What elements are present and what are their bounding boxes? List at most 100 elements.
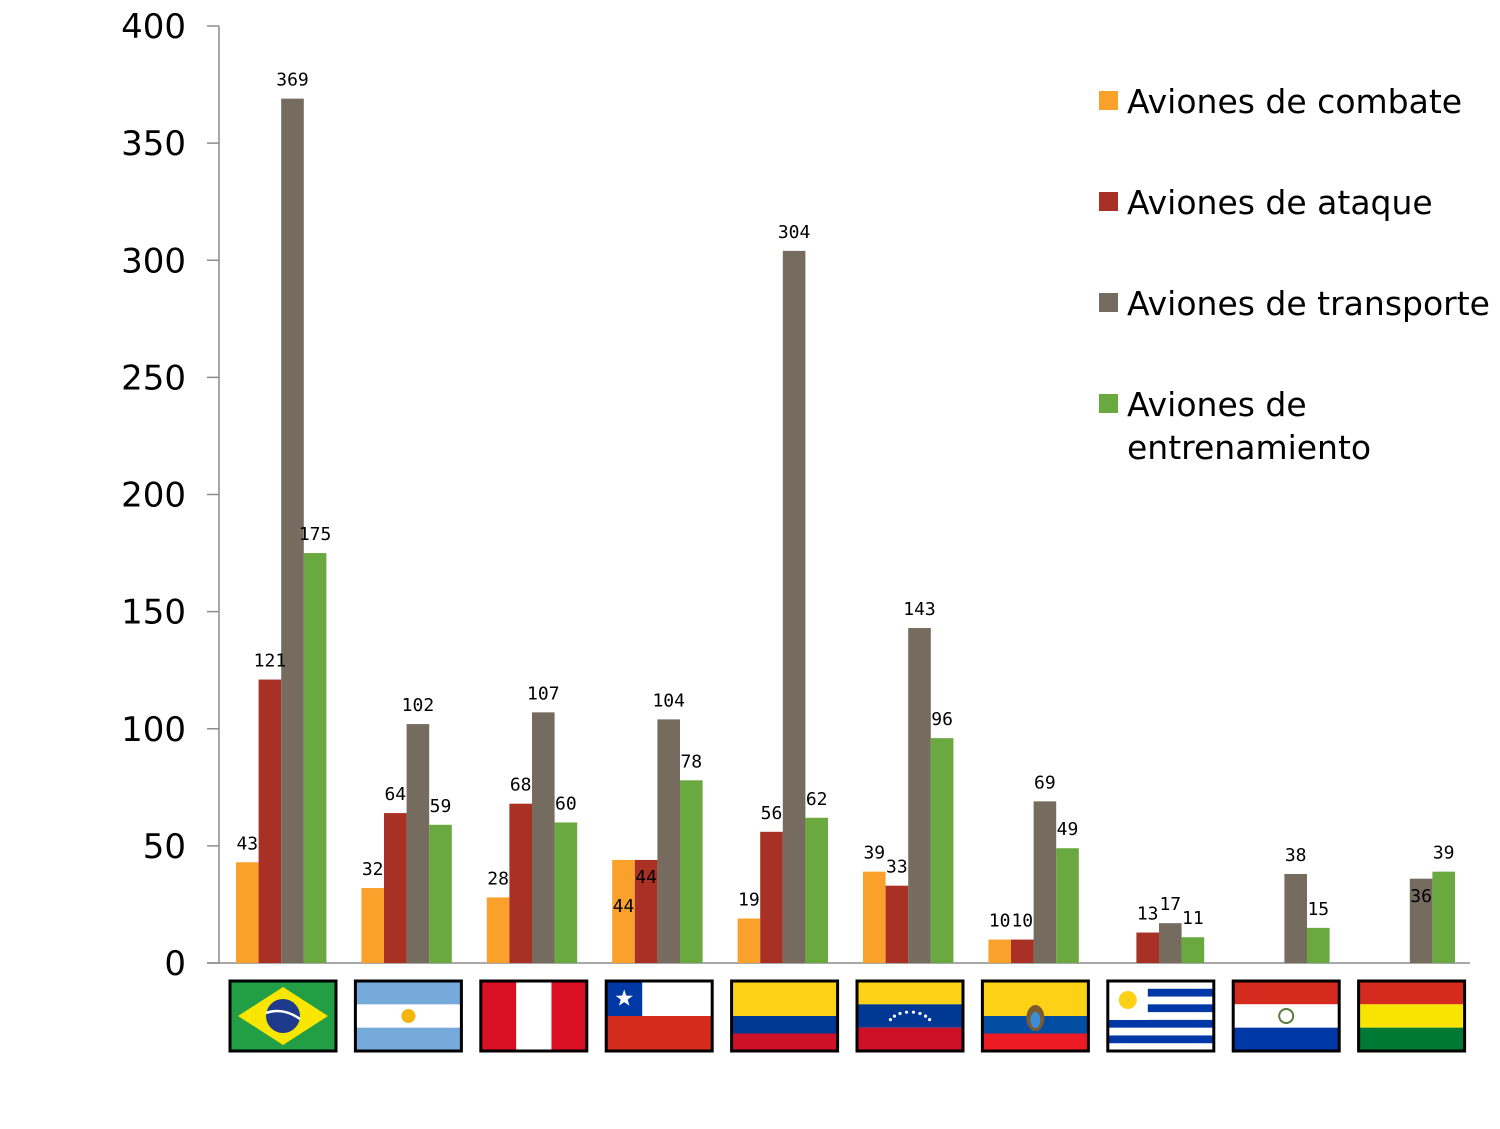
data-label: 43 <box>236 833 258 854</box>
colombia-flag <box>730 979 840 1053</box>
bar <box>634 859 658 963</box>
bar <box>384 813 407 963</box>
paraguay-flag <box>1231 979 1341 1053</box>
argentina-flag <box>353 979 463 1053</box>
bar <box>361 888 384 963</box>
data-label: 68 <box>510 775 532 796</box>
legend-swatch <box>1099 293 1118 312</box>
y-tick-label: 50 <box>143 827 186 867</box>
bars <box>236 98 1455 964</box>
data-label: 175 <box>299 524 332 545</box>
legend-label: Aviones de ataque <box>1127 183 1433 222</box>
data-label: 10 <box>989 911 1011 932</box>
uruguay-flag <box>1106 979 1216 1053</box>
bar <box>1159 923 1182 963</box>
data-label: 49 <box>1057 819 1079 840</box>
bar <box>612 859 635 963</box>
bar <box>782 250 806 963</box>
bar <box>236 862 259 963</box>
data-label: 28 <box>487 868 509 889</box>
legend-swatch <box>1099 192 1118 211</box>
bar <box>1011 939 1034 963</box>
bar <box>1284 873 1307 963</box>
data-label: 78 <box>680 751 702 772</box>
y-tick-label: 200 <box>121 476 186 516</box>
bar <box>863 871 886 963</box>
legend-swatch <box>1099 91 1118 110</box>
data-label: 64 <box>384 784 406 805</box>
data-label: 33 <box>886 857 908 878</box>
legend-item: Aviones de ataque <box>1099 183 1433 222</box>
brazil-flag <box>228 979 338 1053</box>
data-label: 69 <box>1034 772 1056 793</box>
data-label: 102 <box>402 695 435 716</box>
bar <box>805 817 828 963</box>
y-tick-label: 0 <box>164 944 186 984</box>
legend-swatch <box>1099 394 1118 413</box>
data-label: 17 <box>1159 894 1181 915</box>
bar <box>908 628 931 963</box>
data-label: 44 <box>635 867 657 888</box>
data-label: 369 <box>276 70 309 91</box>
bar <box>1409 878 1433 963</box>
country-flags <box>228 979 1467 1053</box>
bar <box>885 885 909 963</box>
bar <box>680 780 703 963</box>
bar <box>1056 848 1079 963</box>
legend-label: Aviones de transporte <box>1127 284 1490 323</box>
data-label: 13 <box>1137 904 1159 925</box>
bar <box>760 831 783 963</box>
ecuador-flag <box>980 979 1090 1053</box>
legend-item: Aviones de transporte <box>1099 284 1490 323</box>
data-label: 304 <box>778 222 811 243</box>
bar <box>1033 801 1057 963</box>
y-tick-label: 250 <box>121 358 186 398</box>
data-label: 107 <box>527 683 560 704</box>
y-tick-label: 150 <box>121 593 186 633</box>
data-labels: 43 32 28 44 19 39 10 121 64 68 44 56 33 10 13 369 102 107… <box>236 70 1454 932</box>
bar <box>988 939 1011 963</box>
bar <box>486 897 510 963</box>
data-label: 10 <box>1011 911 1033 932</box>
data-label: 143 <box>903 599 936 620</box>
y-tick-label: 350 <box>121 124 186 164</box>
bar <box>1136 932 1159 963</box>
legend: Aviones de combate Aviones de ataque Avion… <box>1099 82 1490 467</box>
bar <box>532 712 555 963</box>
bar <box>930 738 954 963</box>
y-tick-label: 400 <box>121 7 186 47</box>
data-label: 44 <box>613 896 635 917</box>
chile-flag <box>604 979 714 1053</box>
data-label: 104 <box>652 690 685 711</box>
peru-flag <box>479 979 589 1053</box>
data-label: 60 <box>555 793 577 814</box>
bar <box>258 679 282 963</box>
data-label: 96 <box>931 709 953 730</box>
y-tick-label: 100 <box>121 710 186 750</box>
data-label: 39 <box>1433 843 1455 864</box>
legend-label: Aviones de combate <box>1127 82 1462 121</box>
bar <box>429 824 452 963</box>
bar <box>554 822 578 963</box>
venezuela-flag <box>855 979 965 1053</box>
data-label: 62 <box>806 789 828 810</box>
data-label: 15 <box>1307 899 1329 920</box>
bar <box>509 803 532 963</box>
bar <box>1181 937 1205 963</box>
data-label: 59 <box>430 796 452 817</box>
data-label: 36 <box>1410 886 1432 907</box>
bolivia-flag <box>1357 979 1467 1053</box>
bar <box>281 98 304 964</box>
y-axis: 0 50 100 150 200 250 300 350 400 <box>121 7 1470 984</box>
bar <box>737 918 761 963</box>
bar <box>657 719 680 963</box>
data-label: 38 <box>1285 845 1307 866</box>
bar <box>406 724 430 963</box>
legend-item: Aviones de combate <box>1099 82 1462 121</box>
data-label: 19 <box>738 889 760 910</box>
legend-label: Aviones de entrenamiento <box>1127 385 1371 467</box>
data-label: 39 <box>863 843 885 864</box>
y-tick-label: 300 <box>121 241 186 281</box>
data-label: 32 <box>362 859 384 880</box>
